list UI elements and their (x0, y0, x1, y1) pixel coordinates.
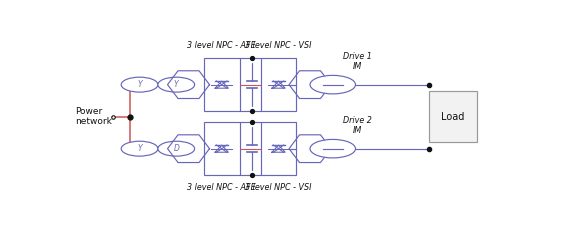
Circle shape (158, 77, 195, 92)
Text: Load: Load (441, 112, 465, 122)
Bar (204, 58, 240, 111)
Circle shape (121, 77, 158, 92)
Text: 3 level NPC - VSI: 3 level NPC - VSI (245, 41, 312, 50)
Bar (429, 91, 477, 143)
Circle shape (310, 75, 355, 94)
Text: Drive 1
IM: Drive 1 IM (343, 52, 372, 71)
Circle shape (158, 141, 195, 156)
Text: 3 level NPC - AFE: 3 level NPC - AFE (187, 41, 256, 50)
Text: Drive 2
IM: Drive 2 IM (343, 116, 372, 135)
Bar (204, 122, 240, 175)
Text: 3 level NPC - VSI: 3 level NPC - VSI (245, 183, 312, 192)
Text: D: D (173, 144, 179, 153)
Text: 3 level NPC - AFE: 3 level NPC - AFE (187, 183, 256, 192)
Text: Y: Y (137, 144, 142, 153)
Text: Y: Y (174, 80, 179, 89)
Circle shape (310, 140, 355, 158)
Circle shape (121, 141, 158, 156)
Text: Power
network: Power network (75, 107, 112, 126)
Bar (261, 58, 297, 111)
Text: Y: Y (137, 80, 142, 89)
Bar (261, 122, 297, 175)
